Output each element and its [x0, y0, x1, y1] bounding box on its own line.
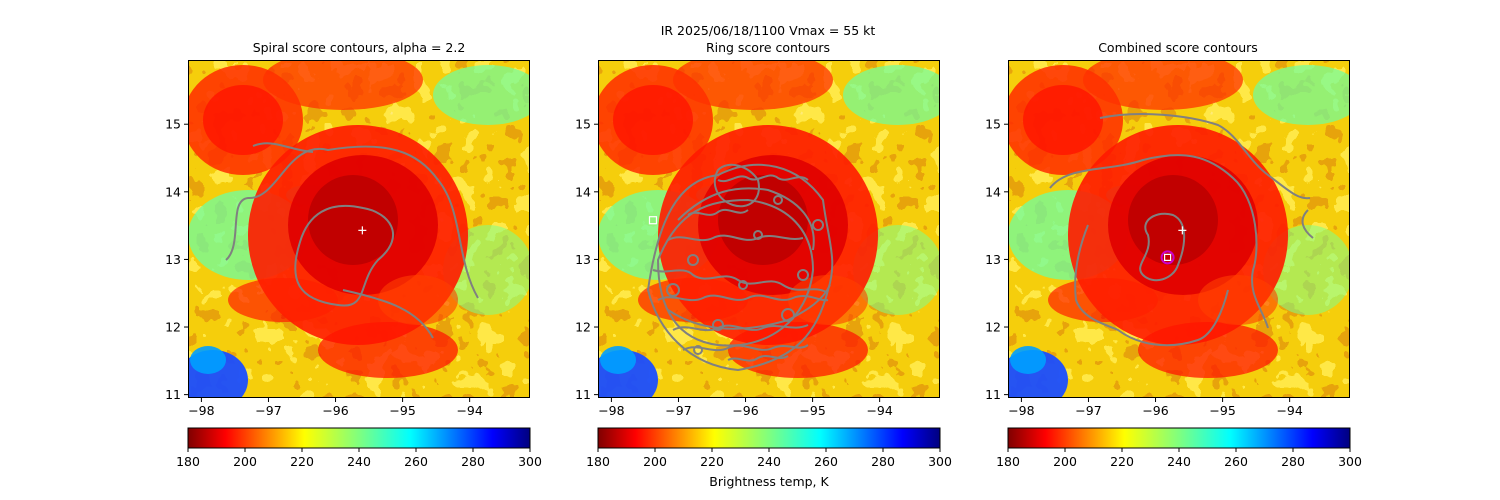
colorbar-tick-label: 240 — [757, 454, 781, 469]
ring-contours — [646, 163, 834, 372]
colorbar-3: 180 200 220 240 260 280 300 — [996, 427, 1362, 469]
y-tick-label: 12 — [985, 320, 1001, 335]
colorbar-tick-label: 280 — [1281, 454, 1305, 469]
y-tick-label: 11 — [165, 387, 181, 402]
x-tick-label: −96 — [1142, 403, 1168, 418]
x-tick-label: −94 — [456, 403, 482, 418]
colorbar-1: 180 200 220 240 260 280 300 — [176, 427, 542, 469]
panel-spiral-yticks: 11 12 13 14 15 — [165, 117, 188, 402]
center-plus-marker — [358, 226, 367, 235]
x-tick-label: −97 — [1075, 403, 1101, 418]
colorbar-tick-label: 220 — [290, 454, 314, 469]
combined-contour-right — [1301, 209, 1314, 239]
panel-ring-markers — [648, 216, 658, 225]
panel-combined-markers — [1160, 226, 1187, 265]
colorbar-3-gradient — [1007, 427, 1351, 449]
panel-spiral-plot-area — [188, 60, 530, 398]
combined-contour-outer — [1049, 154, 1269, 329]
colorbar-tick-label: 220 — [700, 454, 724, 469]
y-tick-label: 13 — [575, 252, 591, 267]
y-tick-label: 12 — [165, 320, 181, 335]
colorbar-3-ticks: 180 200 220 240 260 280 300 — [996, 448, 1362, 469]
panel-ring-title: Ring score contours — [706, 40, 830, 55]
colorbar-tick-label: 180 — [586, 454, 610, 469]
spiral-contour-inner — [294, 204, 394, 307]
panel-spiral: Spiral score contours, alpha = 2.2 −98 −9… — [165, 40, 530, 418]
panel-spiral-title: Spiral score contours, alpha = 2.2 — [253, 40, 466, 55]
panel-spiral-frame — [188, 60, 530, 398]
colorbar-tick-label: 180 — [176, 454, 200, 469]
y-tick-label: 11 — [985, 387, 1001, 402]
y-tick-label: 15 — [165, 117, 181, 132]
y-tick-label: 14 — [985, 184, 1001, 199]
colorbar-tick-label: 300 — [1338, 454, 1362, 469]
y-tick-label: 14 — [575, 184, 591, 199]
colorbar-tick-label: 200 — [1053, 454, 1077, 469]
panel-spiral-markers — [358, 226, 367, 235]
x-tick-label: −98 — [188, 403, 214, 418]
x-tick-label: −95 — [1209, 403, 1235, 418]
x-tick-label: −94 — [1276, 403, 1302, 418]
y-tick-label: 13 — [985, 252, 1001, 267]
colorbar-1-ticks: 180 200 220 240 260 280 300 — [176, 448, 542, 469]
x-tick-label: −95 — [799, 403, 825, 418]
spiral-contour-outer — [225, 145, 479, 299]
colorbar-label: Brightness temp, K — [709, 474, 829, 489]
panel-spiral-xticks: −98 −97 −96 −95 −94 — [188, 398, 483, 418]
spiral-contour-tail — [342, 289, 434, 339]
colorbar-tick-label: 240 — [1167, 454, 1191, 469]
colorbar-tick-label: 260 — [814, 454, 838, 469]
colorbar-2: 180 200 220 240 260 280 300 Brightness temp, K — [586, 427, 952, 489]
colorbar-tick-label: 240 — [347, 454, 371, 469]
x-tick-label: −94 — [866, 403, 892, 418]
colorbar-tick-label: 180 — [996, 454, 1020, 469]
colorbar-tick-label: 260 — [1224, 454, 1248, 469]
center-plus-marker — [1178, 226, 1187, 235]
panel-ring-frame — [598, 60, 940, 398]
panel-combined-frame — [1008, 60, 1350, 398]
x-tick-label: −96 — [732, 403, 758, 418]
y-tick-label: 15 — [575, 117, 591, 132]
colorbar-tick-label: 200 — [643, 454, 667, 469]
x-tick-label: −95 — [389, 403, 415, 418]
colorbar-tick-label: 260 — [404, 454, 428, 469]
spiral-contour-top — [252, 142, 314, 153]
panel-combined: Combined score contours −98 −97 −96 −95 −94 … — [985, 40, 1350, 418]
colorbar-tick-label: 220 — [1110, 454, 1134, 469]
colorbar-tick-label: 280 — [461, 454, 485, 469]
panel-ring: Ring score contours — [575, 40, 940, 418]
panel-combined-plot-area — [1008, 60, 1350, 398]
y-tick-label: 13 — [165, 252, 181, 267]
x-tick-label: −98 — [1008, 403, 1034, 418]
colorbar-tick-label: 280 — [871, 454, 895, 469]
panel-ring-plot-area — [598, 60, 940, 398]
combined-contour-inner — [1139, 212, 1186, 282]
figure-suptitle: IR 2025/06/18/1100 Vmax = 55 kt — [661, 23, 876, 38]
combined-center-circle-marker — [1160, 250, 1175, 265]
combined-contour-lower — [1074, 224, 1229, 347]
y-tick-label: 12 — [575, 320, 591, 335]
x-tick-label: −97 — [255, 403, 281, 418]
y-tick-label: 15 — [985, 117, 1001, 132]
colorbar-2-gradient — [597, 427, 941, 449]
panel-combined-xticks: −98 −97 −96 −95 −94 — [1008, 398, 1303, 418]
panel-combined-title: Combined score contours — [1098, 40, 1258, 55]
colorbar-tick-label: 300 — [928, 454, 952, 469]
panel-combined-yticks: 11 12 13 14 15 — [985, 117, 1008, 402]
colorbar-2-ticks: 180 200 220 240 260 280 300 — [586, 448, 952, 469]
colorbar-1-gradient — [187, 427, 531, 449]
ring-center-square-marker — [648, 216, 658, 225]
x-tick-label: −96 — [322, 403, 348, 418]
y-tick-label: 11 — [575, 387, 591, 402]
x-tick-label: −98 — [598, 403, 624, 418]
panel-ring-yticks: 11 12 13 14 15 — [575, 117, 598, 402]
colorbar-tick-label: 200 — [233, 454, 257, 469]
panel-ring-xticks: −98 −97 −96 −95 −94 — [598, 398, 893, 418]
combined-contour-top — [1099, 113, 1311, 200]
x-tick-label: −97 — [665, 403, 691, 418]
colorbar-tick-label: 300 — [518, 454, 542, 469]
y-tick-label: 14 — [165, 184, 181, 199]
